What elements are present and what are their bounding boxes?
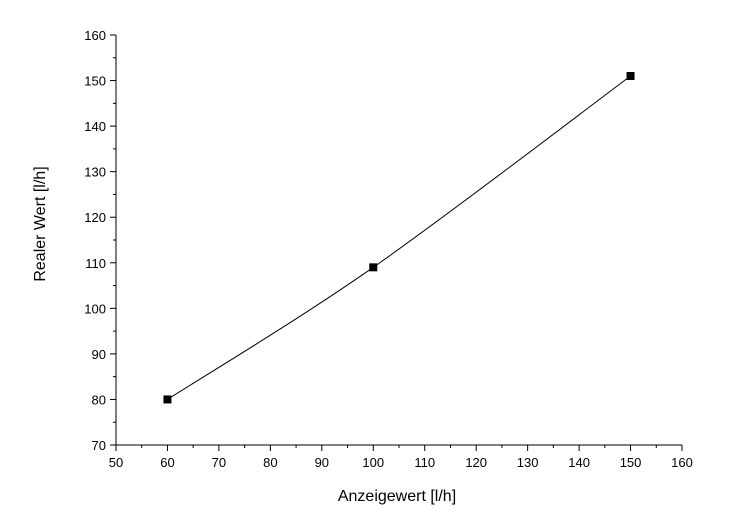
x-tick-label: 110 <box>414 455 435 470</box>
x-tick-label: 150 <box>620 455 642 470</box>
data-point-marker <box>369 263 378 272</box>
y-tick-label: 90 <box>92 347 106 362</box>
data-point-marker <box>626 72 635 80</box>
y-tick-label: 70 <box>92 438 106 453</box>
x-tick-label: 120 <box>465 455 487 470</box>
x-tick-label: 60 <box>160 455 174 470</box>
x-axis-title: Anzeigewert [l/h] <box>338 488 456 505</box>
plot-area: 50 60 70 80 90 100 110 120 130 140 150 160 70 80 90 100… <box>84 28 693 470</box>
y-tick-label: 100 <box>84 301 106 316</box>
x-tick-label: 80 <box>263 455 277 470</box>
series-line <box>167 75 631 400</box>
x-tick-label: 90 <box>315 455 329 470</box>
x-tick-label: 130 <box>517 455 539 470</box>
y-tick-label: 110 <box>85 256 106 271</box>
x-tick-label: 160 <box>671 455 693 470</box>
x-tick-label: 140 <box>568 455 590 470</box>
y-tick-label: 150 <box>84 74 106 89</box>
y-tick-label: 140 <box>84 119 106 134</box>
x-tick-label: 70 <box>212 455 226 470</box>
data-point-marker <box>163 395 172 404</box>
y-tick-label: 130 <box>84 165 106 180</box>
x-tick-label: 100 <box>362 455 384 470</box>
x-tick-label: 50 <box>109 455 123 470</box>
y-tick-label: 80 <box>92 392 106 407</box>
y-tick-label: 120 <box>84 210 106 225</box>
y-tick-label: 160 <box>84 28 106 43</box>
y-axis-title: Realer Wert [l/h] <box>32 166 49 281</box>
